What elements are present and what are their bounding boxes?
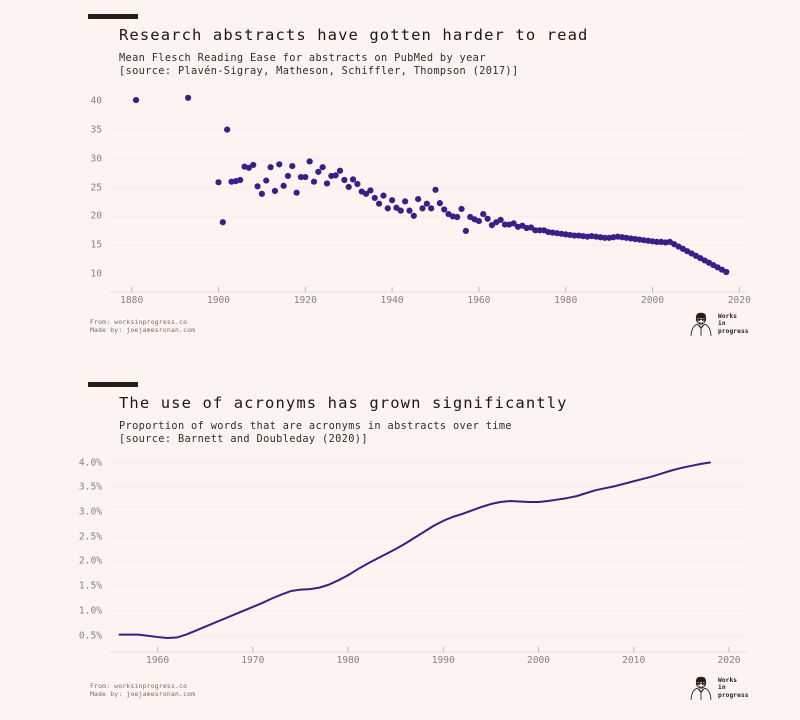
y-axis-tick-label: 15 (90, 239, 102, 251)
scatter-svg (110, 94, 748, 293)
logo-line-3: progress (718, 691, 749, 699)
footer-author-line: Made by: joejamesronan.com (90, 326, 196, 334)
x-axis-tick-label: 1900 (206, 295, 231, 306)
panel-subtitle-line1: Proportion of words that are acronyms in… (119, 420, 512, 432)
y-axis-tick-label: 35 (90, 124, 102, 136)
logo-line-2: in (718, 320, 726, 328)
x-axis-tick-label: 1990 (431, 655, 455, 666)
y-axis-tick-label: 2.0% (78, 555, 102, 567)
logo-line-1: Works (718, 676, 738, 684)
footer-author-line: Made by: joejamesronan.com (90, 690, 196, 698)
y-axis-tick-label: 3.5% (78, 481, 102, 493)
x-axis-tick-label: 1920 (293, 295, 317, 306)
x-axis-tick-label: 2020 (717, 655, 741, 666)
y-axis-tick-label: 0.5% (78, 630, 102, 642)
panel-subtitle-line1: Mean Flesch Reading Ease for abstracts o… (119, 52, 486, 64)
x-axis-tick-label: 1960 (146, 655, 170, 666)
x-axis-tick-label: 2020 (727, 295, 751, 306)
line-svg (110, 461, 748, 653)
line-plot-area (0, 368, 800, 720)
chart-panel-acronyms: The use of acronyms has grown significan… (0, 368, 800, 720)
x-axis-tick-label: 1970 (241, 655, 265, 666)
scatter-plot-area (110, 94, 748, 293)
x-axis-tick-label: 1960 (467, 295, 491, 306)
chart-panel-reading-ease: Research abstracts have gotten harder to… (88, 14, 751, 338)
y-axis-tick-label: 4.0% (78, 457, 102, 468)
logo-line-3: progress (718, 327, 749, 335)
portrait-icon (690, 676, 712, 700)
y-axis-tick-label: 1.5% (78, 580, 102, 592)
y-axis-tick-label: 3.0% (78, 506, 102, 518)
portrait-icon (690, 312, 712, 336)
logo-line-1: Works (718, 312, 738, 320)
x-axis-tick-label: 2010 (622, 655, 646, 666)
x-axis-tick-label: 1880 (120, 295, 144, 306)
y-axis-tick-label: 10 (90, 268, 102, 280)
y-axis-tick-label: 1.0% (78, 605, 102, 617)
x-axis-tick-label: 2000 (526, 655, 551, 666)
x-axis-tick-label: 1980 (554, 295, 578, 306)
y-axis-tick-label: 40 (90, 95, 102, 107)
panel-title: Research abstracts have gotten harder to… (119, 26, 589, 44)
x-axis-tick-label: 2000 (640, 295, 665, 306)
title-accent-rule (88, 382, 138, 387)
works-in-progress-logo[interactable]: Works in progress (688, 674, 749, 702)
y-axis-tick-label: 30 (90, 153, 102, 165)
panel-subtitle-source: [source: Plavén-Sigray, Matheson, Schiff… (119, 65, 519, 77)
footer-source-line: From: worksinprogress.co (90, 682, 188, 690)
footer-source-line: From: worksinprogress.co (90, 318, 188, 326)
panel-subtitle-source: [source: Barnett and Doubleday (2020)] (119, 433, 368, 445)
x-axis-tick-label: 1940 (380, 295, 404, 306)
y-axis-tick-label: 25 (90, 182, 102, 193)
y-axis-tick-label: 20 (90, 210, 102, 222)
y-axis-tick-label: 2.5% (78, 531, 102, 543)
panel-title: The use of acronyms has grown significan… (119, 394, 568, 412)
logo-line-2: in (718, 684, 726, 692)
title-accent-rule (88, 14, 138, 19)
x-axis-tick-label: 1980 (336, 655, 360, 666)
works-in-progress-logo[interactable]: Works in progress (688, 310, 749, 338)
